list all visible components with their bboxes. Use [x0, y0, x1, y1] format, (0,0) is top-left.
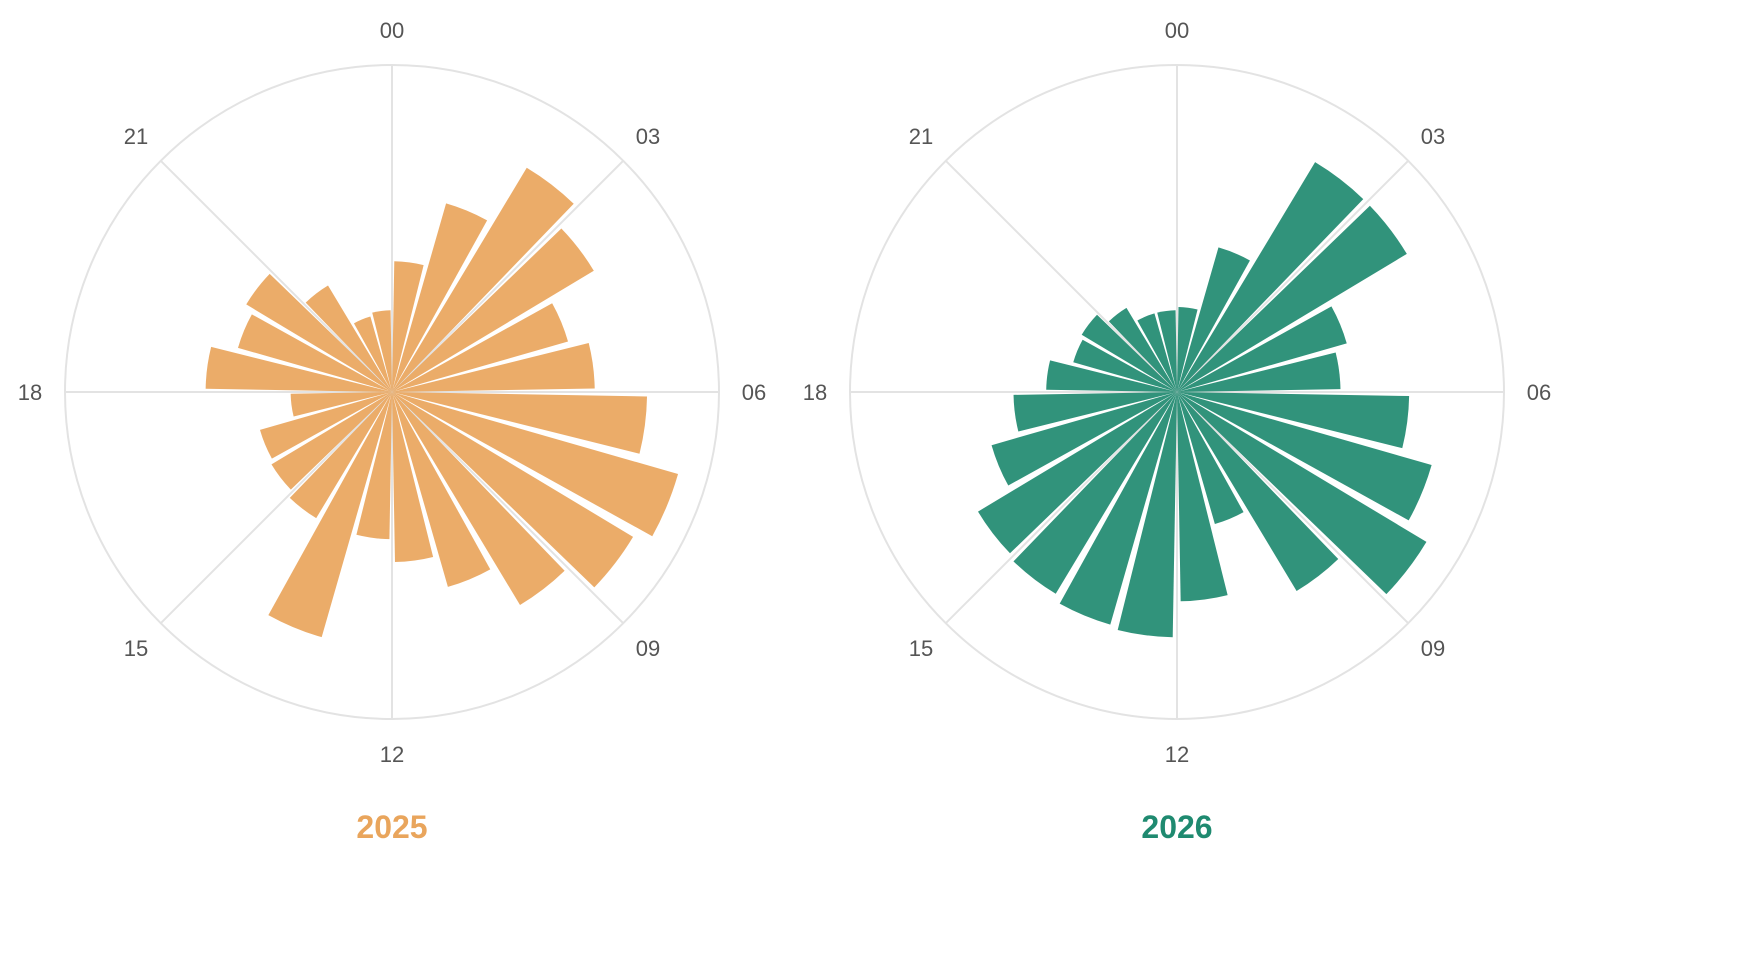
spoke-gridline [1176, 160, 1409, 393]
bar-hour-8 [392, 392, 634, 588]
bar-hour-22 [1137, 313, 1177, 392]
hour-label: 18 [803, 380, 827, 405]
bar-hour-1 [1177, 247, 1250, 392]
bar-hour-0 [392, 261, 424, 392]
bar-hour-17 [1013, 392, 1177, 432]
bar-hour-20 [1081, 314, 1177, 392]
hour-label: 21 [909, 124, 933, 149]
bar-hour-8 [1177, 392, 1427, 595]
spoke-gridline [945, 160, 1178, 393]
bar-hour-14 [1013, 392, 1177, 594]
spoke-gridline [391, 391, 624, 624]
bar-hour-19 [1073, 339, 1177, 392]
bar-hour-13 [268, 392, 392, 638]
hour-label: 18 [18, 380, 42, 405]
bar-hour-9 [1177, 392, 1339, 591]
bar-hour-5 [1177, 352, 1341, 392]
bar-hour-3 [392, 228, 594, 392]
hour-label: 06 [1527, 380, 1551, 405]
hour-label: 00 [1165, 18, 1189, 43]
spoke-gridline [160, 160, 393, 393]
bar-hour-1 [392, 203, 488, 392]
polar-chart-2025: 00 03 06 09 12 15 18 21 2025 [18, 18, 766, 845]
bar-hour-17 [290, 392, 392, 417]
bar-hour-12 [356, 392, 392, 540]
bar-hour-18 [1046, 360, 1177, 392]
chart-title: 2026 [1141, 809, 1212, 845]
chart-title: 2025 [356, 809, 427, 845]
polar-chart-2026: 00 03 06 09 12 15 18 21 2026 [803, 18, 1551, 845]
bar-hour-4 [392, 303, 569, 392]
bar-hour-23 [372, 310, 392, 392]
bar-hour-16 [259, 392, 392, 459]
bar-hour-2 [392, 167, 574, 392]
bar-hour-6 [392, 392, 648, 454]
bar-hour-4 [1177, 306, 1347, 392]
hour-label: 12 [380, 742, 404, 767]
spoke-gridline [1176, 391, 1409, 624]
hour-label: 15 [124, 636, 148, 661]
bar-hour-15 [271, 392, 392, 490]
bar-hour-20 [246, 273, 392, 392]
spoke-gridline [391, 160, 624, 393]
bar-hour-18 [205, 346, 392, 392]
bar-hour-5 [392, 342, 595, 392]
grid-layer [849, 64, 1505, 720]
hour-label: 09 [1421, 636, 1445, 661]
bar-hour-11 [1177, 392, 1228, 602]
bar-hour-16 [991, 392, 1177, 486]
hour-label: 03 [1421, 124, 1445, 149]
bar-hour-0 [1177, 306, 1198, 392]
bar-hour-12 [1117, 392, 1177, 638]
hour-label: 15 [909, 636, 933, 661]
hour-label: 09 [636, 636, 660, 661]
bar-hour-22 [353, 316, 392, 392]
hour-label: 21 [124, 124, 148, 149]
bar-layer [205, 167, 679, 638]
grid-layer [64, 64, 720, 720]
bar-hour-14 [289, 392, 392, 519]
bar-hour-6 [1177, 392, 1410, 449]
bar-hour-23 [1157, 310, 1177, 392]
bar-hour-21 [1108, 307, 1177, 392]
spoke-gridline [160, 391, 393, 624]
hour-label: 00 [380, 18, 404, 43]
bar-hour-10 [1177, 392, 1244, 525]
hour-label: 03 [636, 124, 660, 149]
bar-hour-10 [392, 392, 491, 587]
label-layer: 00 03 06 09 12 15 18 21 [18, 18, 766, 767]
bar-hour-11 [392, 392, 434, 563]
bar-hour-7 [392, 392, 679, 537]
bar-hour-3 [1177, 205, 1407, 392]
label-layer: 00 03 06 09 12 15 18 21 [803, 18, 1551, 767]
bar-hour-21 [305, 285, 392, 392]
bar-hour-19 [237, 314, 392, 392]
bar-hour-15 [978, 392, 1177, 554]
bar-hour-2 [1177, 162, 1364, 392]
bar-layer [978, 162, 1432, 638]
hour-label: 12 [1165, 742, 1189, 767]
bar-hour-13 [1059, 392, 1177, 625]
hour-label: 06 [742, 380, 766, 405]
bar-hour-9 [392, 392, 565, 606]
bar-hour-7 [1177, 392, 1432, 521]
spoke-gridline [945, 391, 1178, 624]
